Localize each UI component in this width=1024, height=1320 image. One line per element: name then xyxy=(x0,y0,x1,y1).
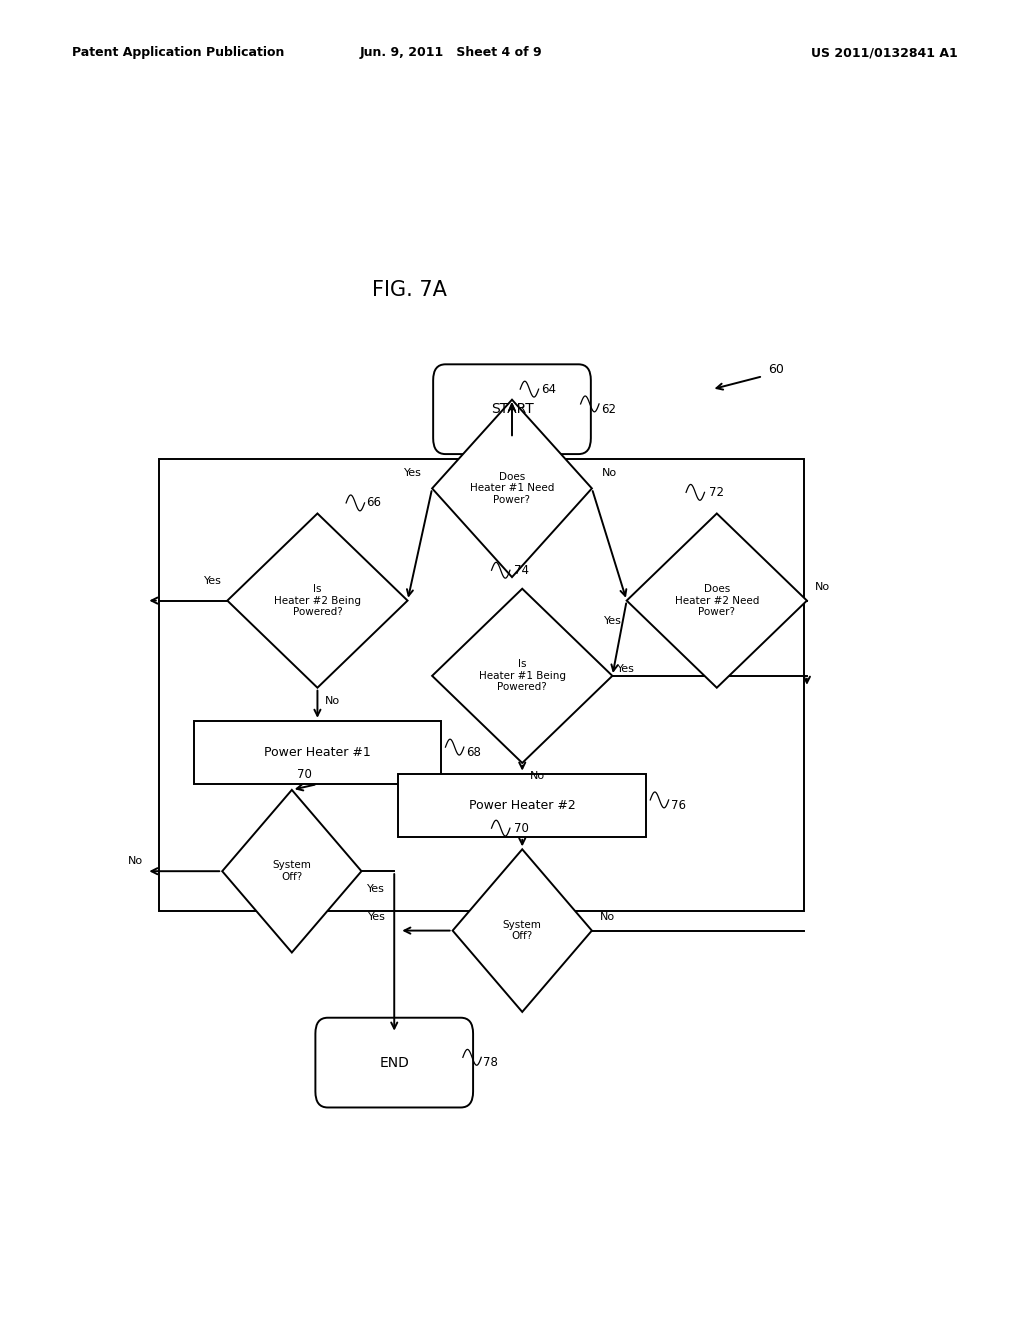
Text: 60: 60 xyxy=(768,363,784,376)
Text: 76: 76 xyxy=(671,799,686,812)
Text: 64: 64 xyxy=(541,383,556,396)
Bar xyxy=(398,774,646,837)
Text: No: No xyxy=(325,696,340,706)
Text: US 2011/0132841 A1: US 2011/0132841 A1 xyxy=(811,46,957,59)
Text: Is
Heater #1 Being
Powered?: Is Heater #1 Being Powered? xyxy=(479,659,565,693)
Polygon shape xyxy=(227,513,408,688)
Text: 72: 72 xyxy=(709,486,724,499)
Text: No: No xyxy=(600,912,615,923)
Text: 66: 66 xyxy=(367,496,382,510)
Text: Is
Heater #2 Being
Powered?: Is Heater #2 Being Powered? xyxy=(274,583,360,618)
Text: Yes: Yes xyxy=(617,664,635,675)
Text: Patent Application Publication: Patent Application Publication xyxy=(72,46,284,59)
Text: Power Heater #2: Power Heater #2 xyxy=(469,799,575,812)
Text: Power Heater #1: Power Heater #1 xyxy=(264,746,371,759)
Text: Jun. 9, 2011   Sheet 4 of 9: Jun. 9, 2011 Sheet 4 of 9 xyxy=(359,46,542,59)
Text: 78: 78 xyxy=(483,1056,499,1069)
Polygon shape xyxy=(627,513,807,688)
Text: 68: 68 xyxy=(466,746,481,759)
Polygon shape xyxy=(222,789,361,953)
Bar xyxy=(194,721,441,784)
Text: No: No xyxy=(815,582,830,593)
Text: 70: 70 xyxy=(514,821,529,834)
Text: Yes: Yes xyxy=(369,912,386,923)
Polygon shape xyxy=(453,849,592,1012)
Text: Does
Heater #2 Need
Power?: Does Heater #2 Need Power? xyxy=(675,583,759,618)
Text: No: No xyxy=(128,855,143,866)
Text: 62: 62 xyxy=(601,403,616,416)
Text: Yes: Yes xyxy=(604,616,622,627)
Text: Does
Heater #1 Need
Power?: Does Heater #1 Need Power? xyxy=(470,471,554,506)
Text: No: No xyxy=(602,467,617,478)
Text: Yes: Yes xyxy=(205,576,222,586)
Polygon shape xyxy=(432,589,612,763)
Text: Yes: Yes xyxy=(404,467,422,478)
Text: FIG. 7A: FIG. 7A xyxy=(372,280,447,301)
Text: System
Off?: System Off? xyxy=(503,920,542,941)
Text: No: No xyxy=(529,771,545,781)
Text: 70: 70 xyxy=(297,767,312,780)
Bar xyxy=(159,459,804,911)
Text: START: START xyxy=(490,403,534,416)
FancyBboxPatch shape xyxy=(433,364,591,454)
Polygon shape xyxy=(432,400,592,577)
Text: END: END xyxy=(379,1056,410,1069)
Text: System
Off?: System Off? xyxy=(272,861,311,882)
Text: 74: 74 xyxy=(514,564,529,577)
FancyBboxPatch shape xyxy=(315,1018,473,1107)
Text: Yes: Yes xyxy=(367,884,384,895)
